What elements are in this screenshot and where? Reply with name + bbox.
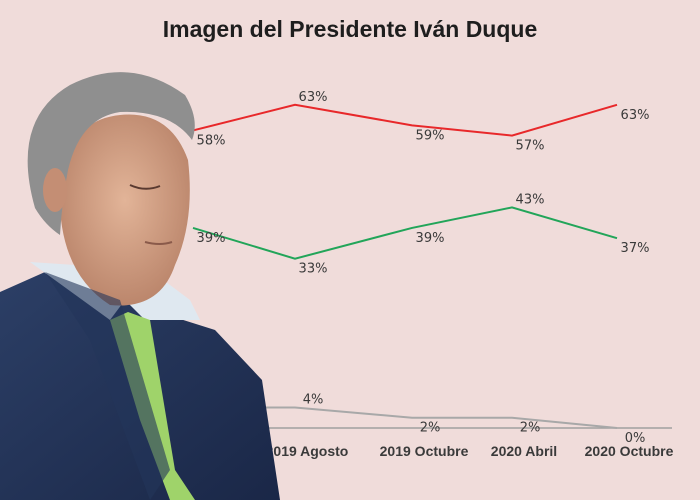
data-label: 33% xyxy=(299,262,328,277)
data-label: 2% xyxy=(420,421,441,436)
x-tick-label: 2020 Abril xyxy=(491,443,557,459)
data-label: 39% xyxy=(416,231,445,246)
data-label: 63% xyxy=(299,90,328,105)
data-label: 57% xyxy=(516,139,545,154)
data-label: 4% xyxy=(303,392,324,407)
person-photo xyxy=(0,72,280,500)
data-label: 39% xyxy=(197,231,226,246)
data-label: 59% xyxy=(416,128,445,143)
data-label: 43% xyxy=(516,192,545,207)
data-label: 58% xyxy=(197,133,226,148)
x-tick-label: 2020 Octubre xyxy=(585,443,674,459)
x-tick-label: 2019 Octubre xyxy=(380,443,469,459)
chart-title: Imagen del Presidente Iván Duque xyxy=(162,16,538,42)
x-tick-label: 2019 Agosto xyxy=(266,443,349,459)
series-line-0 xyxy=(192,103,618,137)
data-label: 37% xyxy=(621,241,650,256)
series-line-1 xyxy=(192,206,618,260)
data-label: 0% xyxy=(625,431,646,446)
data-label: 2% xyxy=(520,421,541,436)
data-label: 63% xyxy=(621,108,650,123)
